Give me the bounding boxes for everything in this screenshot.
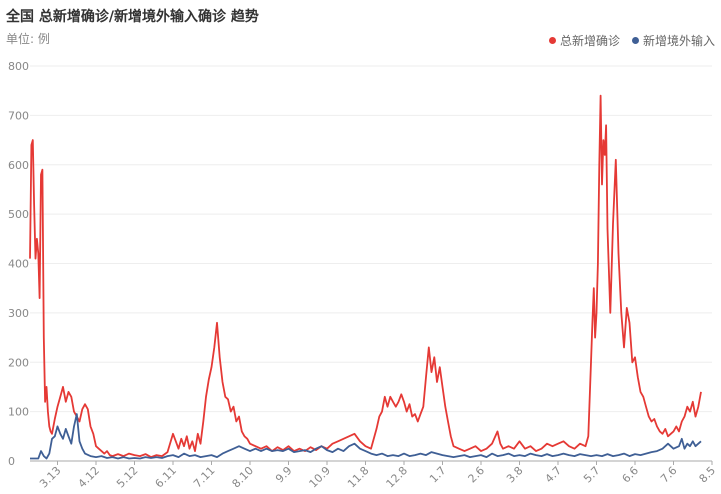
y-tick-label: 400 [8, 258, 29, 271]
x-tick-label: 4.12 [76, 464, 103, 491]
x-tick-label: 5.12 [114, 464, 141, 491]
x-tick-label: 11.8 [345, 464, 372, 491]
y-axis: 0 100 200 300 400 500 600 700 800 [8, 60, 29, 468]
x-tick-label: 7.11 [191, 464, 218, 491]
series-lines[interactable] [29, 94, 702, 460]
y-tick-label: 800 [8, 60, 29, 73]
legend[interactable]: 总新增确诊 新增境外输入 [548, 32, 715, 49]
y-tick-label: 600 [8, 159, 29, 172]
x-tick-label: 10.9 [307, 464, 334, 491]
y-tick-label: 500 [8, 208, 29, 221]
y-tick-label: 100 [8, 406, 29, 419]
legend-item-imported[interactable]: 新增境外输入 [631, 32, 715, 49]
legend-dot-total [548, 37, 556, 44]
series-line-imported[interactable] [30, 413, 702, 460]
x-tick-label: 6.11 [153, 464, 180, 491]
chart-title: 全国 总新增确诊/新增境外输入确诊 趋势 [6, 9, 259, 25]
y-tick-label: 200 [8, 356, 29, 369]
y-tick-label: 0 [8, 455, 15, 468]
legend-label-imported: 新增境外输入 [642, 34, 715, 48]
legend-dot-imported [631, 37, 639, 44]
legend-label-total: 总新增确诊 [559, 34, 620, 48]
series-line-total[interactable] [29, 94, 702, 458]
x-tick-label: 3.8 [504, 464, 526, 486]
legend-item-total[interactable]: 总新增确诊 [548, 32, 620, 49]
x-tick-label: 8.10 [230, 464, 257, 491]
x-tick-label: 3.13 [37, 464, 64, 491]
x-tick-label: 9.9 [273, 464, 295, 486]
x-tick-label: 12.8 [384, 464, 411, 491]
y-tick-label: 700 [8, 109, 29, 122]
unit-label: 单位: 例 [6, 32, 50, 46]
x-tick-label: 2.6 [466, 464, 488, 486]
y-tick-label: 300 [8, 307, 29, 320]
x-tick-label: 5.7 [581, 464, 603, 486]
x-tick-label: 4.7 [543, 464, 565, 486]
x-axis: 3.13 4.12 5.12 6.11 7.11 8.10 9.9 10.9 11.8 12.8 1… [30, 460, 719, 491]
grid-lines [30, 65, 712, 462]
x-tick-label: 1.7 [427, 464, 449, 486]
x-tick-label: 6.6 [620, 464, 642, 486]
x-tick-label: 7.6 [658, 464, 680, 486]
x-tick-label: 8.5 [697, 464, 719, 486]
